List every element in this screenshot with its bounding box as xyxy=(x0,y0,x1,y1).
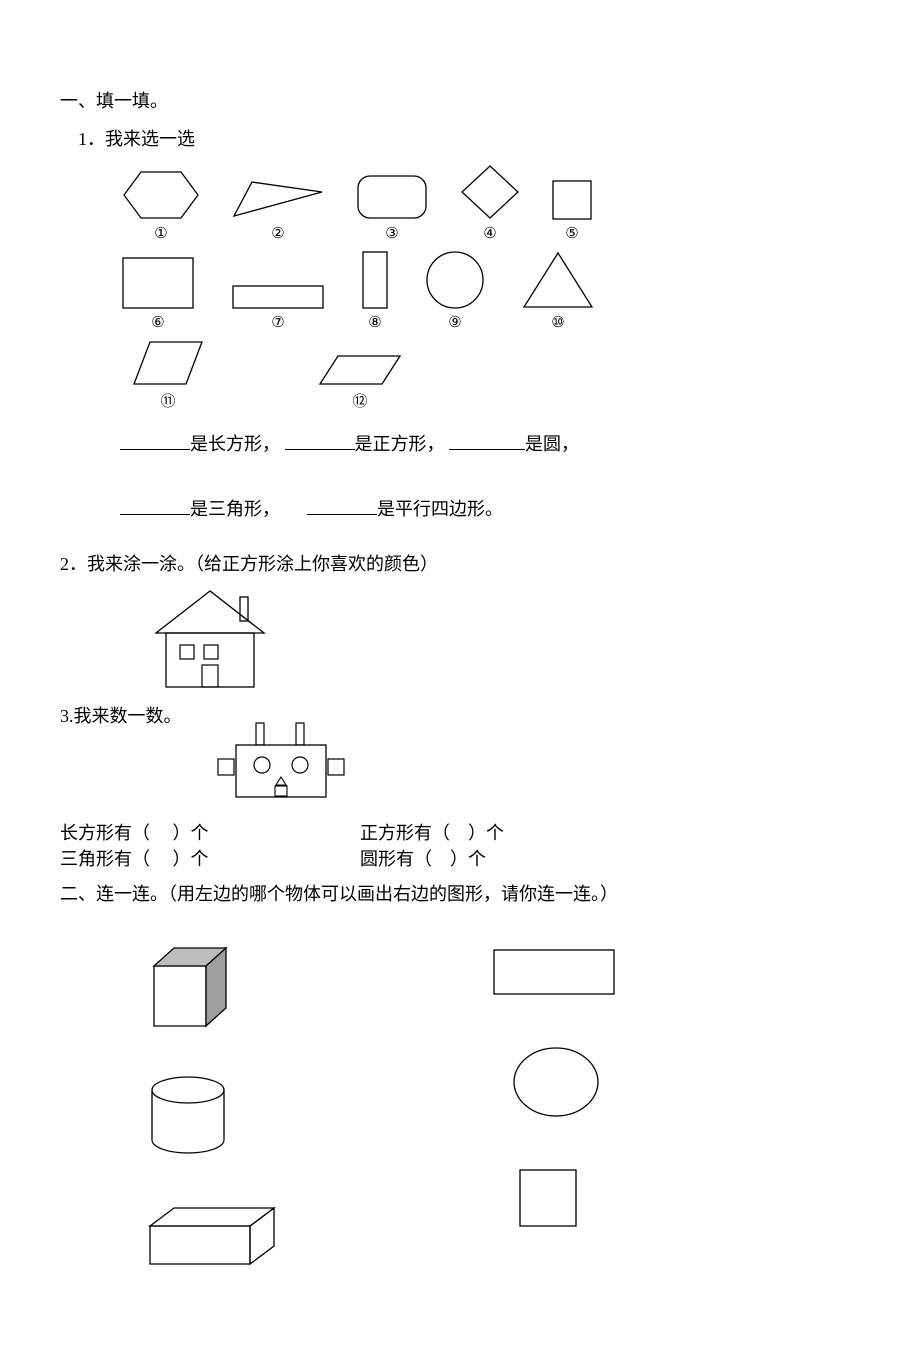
q1-fill-line2: 是三角形， 是平行四边形。 xyxy=(120,486,860,533)
shape-1: ① xyxy=(120,168,202,243)
shape-label: ② xyxy=(271,224,284,243)
shape-11: ⑪ xyxy=(130,338,206,411)
shape-label: ⑨ xyxy=(448,313,461,332)
q1-fill-line1: 是长方形， 是正方形， 是圆， xyxy=(120,421,860,468)
flat-square xyxy=(516,1166,620,1230)
shape-9: ⑨ xyxy=(424,249,486,332)
blank-parallelogram[interactable] xyxy=(307,496,377,515)
count-square: 正方形有（ ）个 xyxy=(360,819,660,845)
shape-label: ⑥ xyxy=(151,313,164,332)
count-triangle: 三角形有（ ）个 xyxy=(60,845,360,871)
shape-label: ⑤ xyxy=(565,224,578,243)
blank-circle[interactable] xyxy=(449,431,525,450)
solid-cylinder xyxy=(140,1072,290,1162)
solid-cube xyxy=(140,942,290,1032)
blank-square[interactable] xyxy=(285,431,355,450)
connect-left-col xyxy=(140,942,290,1272)
q1-shapes: ① ② ③ ④ ⑤ ⑥ ⑦ ⑧ xyxy=(120,162,860,411)
q3-counts: 长方形有（ ）个 正方形有（ ）个 三角形有（ ）个 圆形有（ ）个 xyxy=(60,819,860,871)
count-rect: 长方形有（ ）个 xyxy=(60,819,360,845)
flat-circle xyxy=(510,1044,620,1120)
shape-12: ⑫ xyxy=(316,352,404,411)
blank-triangle[interactable] xyxy=(120,496,190,515)
shape-8: ⑧ xyxy=(360,249,390,332)
shape-label: ⑪ xyxy=(160,390,175,411)
solid-cuboid xyxy=(140,1202,290,1272)
connect-right-col xyxy=(490,946,620,1272)
shape-5: ⑤ xyxy=(550,178,594,243)
section2-heading: 二、连一连。（用左边的哪个物体可以画出右边的图形，请你连一连。） xyxy=(60,877,860,911)
shape-label: ③ xyxy=(385,224,398,243)
shape-label: ① xyxy=(154,224,167,243)
section1-heading: 一、填一填。 xyxy=(60,84,860,118)
shape-label: ⑦ xyxy=(271,313,284,332)
shape-2: ② xyxy=(230,176,326,243)
count-circle: 圆形有（ ）个 xyxy=(360,845,660,871)
connect-area xyxy=(140,942,860,1272)
shape-label: ⑩ xyxy=(551,313,564,332)
house-figure xyxy=(140,585,860,695)
q1-title: 1．我来选一选 xyxy=(78,122,860,156)
robot-figure xyxy=(200,719,860,819)
shape-label: ④ xyxy=(483,224,496,243)
q2-title: 2．我来涂一涂。（给正方形涂上你喜欢的颜色） xyxy=(60,547,860,581)
flat-rect xyxy=(490,946,620,998)
shape-7: ⑦ xyxy=(230,283,326,332)
shape-3: ③ xyxy=(354,172,430,243)
shape-6: ⑥ xyxy=(120,255,196,332)
shape-label: ⑧ xyxy=(368,313,381,332)
shape-4: ④ xyxy=(458,162,522,243)
blank-rect[interactable] xyxy=(120,431,190,450)
shape-label: ⑫ xyxy=(352,390,367,411)
shape-10: ⑩ xyxy=(520,249,596,332)
